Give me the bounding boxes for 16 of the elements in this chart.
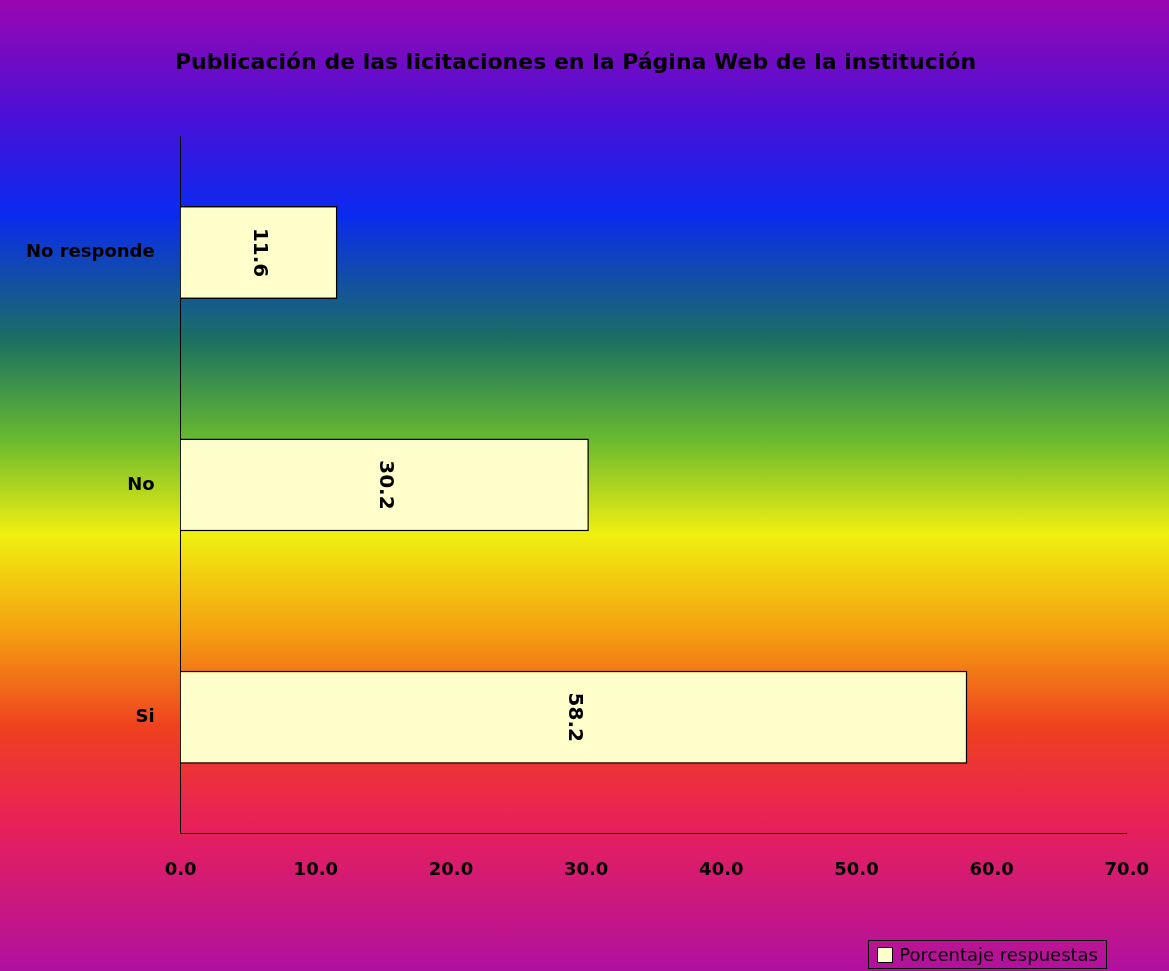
y-tick-label: No (127, 472, 155, 494)
x-tick-label: 0.0 (164, 857, 197, 879)
x-tick-label: 60.0 (969, 857, 1014, 879)
x-tick-label: 30.0 (563, 857, 609, 879)
x-tick-label: 50.0 (834, 857, 879, 879)
x-tick-label: 10.0 (293, 857, 339, 879)
x-tick-label: 20.0 (428, 857, 474, 879)
data-label: 30.2 (374, 460, 399, 510)
y-tick-label: No responde (26, 240, 155, 262)
chart-title: Publicación de las licitaciones en la Página Web de la institución (174, 48, 977, 74)
data-label: 58.2 (563, 692, 588, 742)
x-tick-label: 70.0 (1104, 857, 1150, 879)
text: Porcentaje respuestas (899, 944, 1098, 965)
data-label: 11.6 (248, 227, 273, 278)
y-tick-label: Si (135, 704, 155, 726)
x-tick-label: 40.0 (699, 857, 744, 879)
